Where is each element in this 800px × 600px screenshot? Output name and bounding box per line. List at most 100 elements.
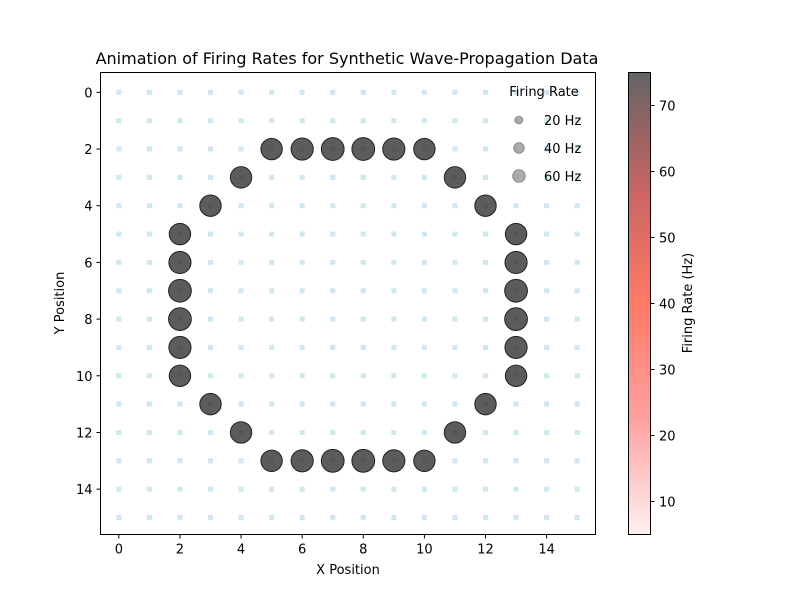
background-grid-point [269, 288, 275, 294]
colorbar: 10 20 30 40 50 60 70 Firing Rate (Hz) [628, 72, 696, 535]
background-grid-point [574, 231, 580, 237]
background-grid-point [330, 344, 336, 350]
y-tick-label: 12 [76, 426, 93, 441]
background-grid-point [177, 486, 183, 492]
background-grid-point [299, 203, 305, 209]
background-grid-point [146, 373, 152, 379]
background-grid-point [299, 401, 305, 407]
data-point [168, 307, 192, 331]
chart-title: Animation of Firing Rates for Synthetic … [96, 49, 599, 68]
background-grid-point [360, 316, 366, 322]
colorbar-gradient [628, 72, 651, 535]
background-grid-point [544, 344, 550, 350]
background-grid-point [513, 458, 519, 464]
background-grid-point [544, 118, 550, 124]
colorbar-tick-label: 50 [659, 232, 676, 247]
data-point [168, 335, 192, 360]
background-grid-point [299, 231, 305, 237]
background-grid-point [391, 288, 397, 294]
background-grid-point [146, 429, 152, 435]
data-point [229, 421, 253, 444]
background-grid-point [483, 514, 488, 520]
background-grid-point [544, 316, 550, 322]
legend: Firing Rate 20 Hz 40 Hz 60 Hz [509, 85, 581, 185]
background-grid-point [208, 259, 213, 265]
background-grid-point [421, 231, 427, 237]
background-grid-point [208, 316, 213, 322]
background-grid-point [208, 146, 213, 152]
y-tick-label: 6 [84, 256, 92, 271]
data-point [290, 137, 314, 161]
background-grid-point [330, 89, 336, 95]
legend-marker [514, 115, 524, 125]
data-point [229, 166, 253, 189]
background-grid-point [360, 344, 366, 350]
background-grid-point [421, 316, 427, 322]
background-grid-point [574, 514, 580, 520]
background-grid-point [116, 146, 122, 152]
data-point [320, 137, 345, 161]
background-grid-point [146, 174, 152, 180]
y-tick-label: 0 [84, 86, 92, 101]
background-grid-point [238, 231, 244, 237]
background-grid-point [391, 231, 397, 237]
background-grid-point [269, 89, 275, 95]
background-grid-point [574, 118, 580, 124]
background-grid-point [421, 401, 427, 407]
background-grid-point [513, 401, 519, 407]
background-grid-point [116, 514, 122, 520]
background-grid-point [544, 203, 550, 209]
background-grid-point [483, 458, 488, 464]
background-grid-point [238, 203, 244, 209]
background-grid-point [299, 259, 305, 265]
background-grid-point [391, 486, 397, 492]
background-grid-point [452, 401, 458, 407]
background-grid-point [574, 429, 580, 435]
x-tick-label: 14 [538, 543, 555, 558]
background-grid-point [116, 401, 122, 407]
background-grid-point [513, 486, 519, 492]
background-grid-point [421, 429, 427, 435]
legend-marker [513, 142, 525, 154]
background-grid-point [544, 373, 550, 379]
background-grid-point [360, 373, 366, 379]
background-grid-point [238, 486, 244, 492]
background-grid-point [116, 344, 122, 350]
background-grid-point [391, 259, 397, 265]
background-grid-point [452, 146, 458, 152]
colorbar-label: Firing Rate (Hz) [681, 253, 696, 353]
background-grid-point [574, 89, 580, 95]
background-grid-point [544, 146, 550, 152]
background-grid-point [208, 429, 213, 435]
legend-title: Firing Rate [509, 85, 579, 100]
background-grid-point [208, 118, 213, 124]
background-grid-point [544, 486, 550, 492]
background-grid-point [299, 429, 305, 435]
background-grid-point [452, 203, 458, 209]
data-point [504, 222, 528, 246]
background-grid-point [513, 89, 519, 95]
data-point [413, 449, 436, 473]
background-grid-point [116, 429, 122, 435]
background-grid-point [238, 373, 244, 379]
background-grid-point [269, 514, 275, 520]
background-grid-point [269, 118, 275, 124]
background-grid-point [513, 429, 519, 435]
background-grid-point [208, 231, 213, 237]
background-grid-point [330, 514, 336, 520]
background-grid-point [238, 259, 244, 265]
data-point [290, 449, 314, 473]
x-tick-label: 10 [416, 543, 433, 558]
background-grid-point [483, 259, 488, 265]
data-point [351, 137, 376, 161]
data-point [474, 392, 497, 416]
background-grid-point [330, 259, 336, 265]
background-grid-point [146, 316, 152, 322]
background-grid-point [483, 89, 488, 95]
colorbar-tick-label: 30 [659, 364, 676, 379]
background-grid-point [269, 259, 275, 265]
x-tick-label: 6 [298, 543, 306, 558]
background-grid-point [238, 514, 244, 520]
background-grid-point [330, 486, 336, 492]
